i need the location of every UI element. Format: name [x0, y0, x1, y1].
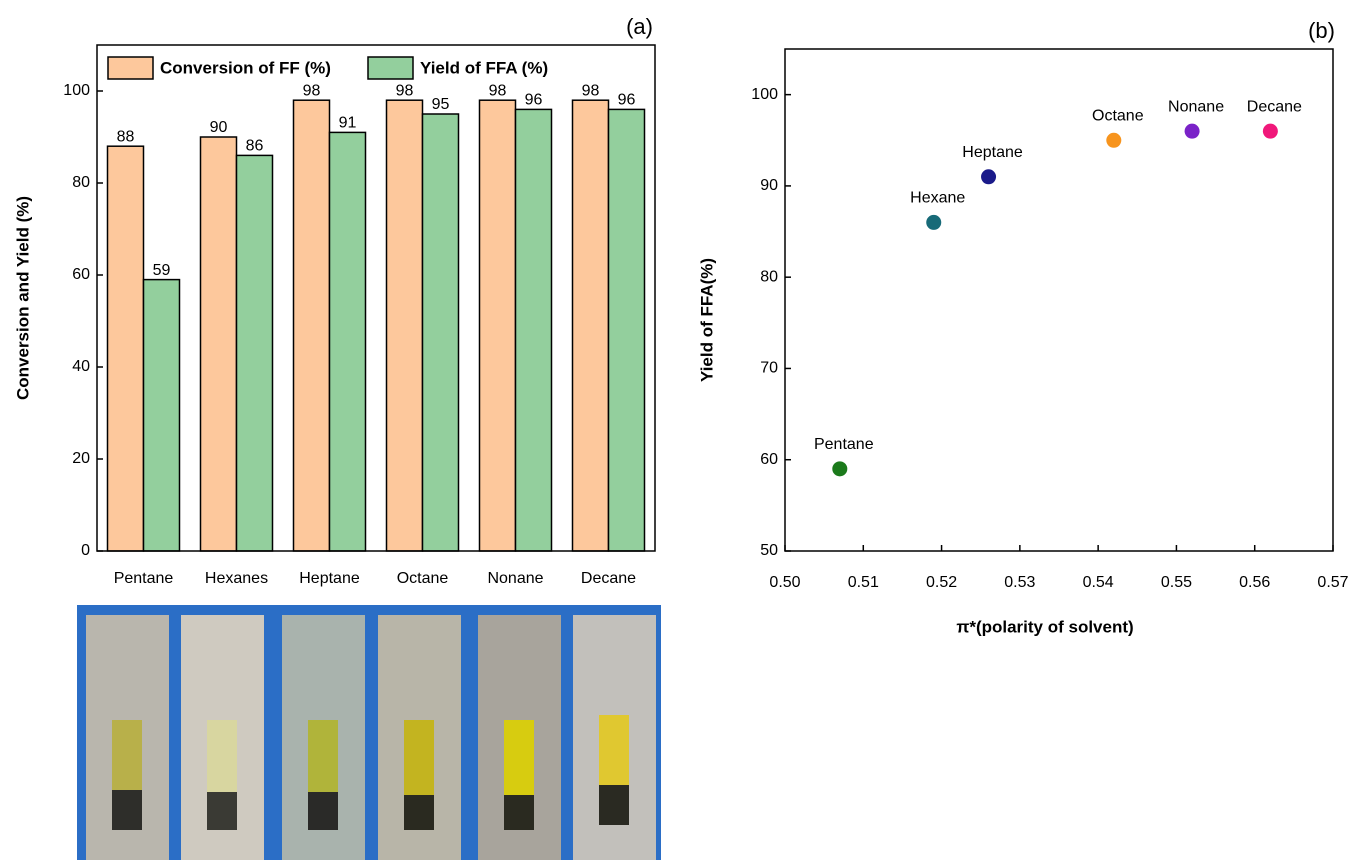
value-label: 96 — [525, 92, 543, 109]
point — [1106, 132, 1122, 148]
panel-label: (a) — [626, 14, 653, 39]
y-axis-label: Conversion and Yield (%) — [13, 196, 32, 400]
value-label: 98 — [396, 82, 414, 99]
cylinder — [404, 795, 434, 830]
x-tick-label: 0.50 — [769, 574, 800, 591]
plot-frame — [784, 48, 1334, 552]
x-tick-label: Hexanes — [205, 570, 268, 587]
y-axis-label: Yield of FFA(%) — [697, 258, 716, 382]
x-tick-label: Octane — [397, 570, 449, 587]
legend-swatch — [107, 56, 154, 80]
y-tick-label: 60 — [760, 451, 778, 468]
bar — [607, 108, 646, 552]
x-tick-label: Heptane — [299, 570, 360, 587]
y-tick-label: 100 — [751, 86, 778, 103]
cylinder — [504, 795, 534, 830]
cylinder — [599, 785, 629, 825]
bar — [199, 136, 238, 552]
x-tick-label: 0.54 — [1083, 574, 1114, 591]
value-label: 95 — [432, 96, 450, 113]
x-tick-label: 0.56 — [1239, 574, 1270, 591]
point-label: Decane — [1247, 98, 1302, 115]
plot-frame — [96, 44, 656, 552]
legend-label: Conversion of FF (%) — [160, 58, 331, 77]
value-label: 91 — [339, 115, 357, 132]
photo-strip — [77, 605, 661, 860]
value-label: 88 — [117, 128, 135, 145]
x-tick-label: 0.57 — [1317, 574, 1348, 591]
y-tick-label: 20 — [72, 450, 90, 467]
y-tick-label: 40 — [72, 358, 90, 375]
point — [1184, 123, 1200, 139]
x-tick-label: 0.51 — [848, 574, 879, 591]
legend-label: Yield of FFA (%) — [420, 58, 548, 77]
x-tick-label: Nonane — [487, 570, 543, 587]
point-label: Pentane — [814, 436, 874, 453]
bar — [421, 113, 460, 552]
x-tick-label: 0.53 — [1004, 574, 1035, 591]
value-label: 98 — [582, 82, 600, 99]
bar — [106, 145, 145, 552]
cylinder — [308, 792, 338, 830]
value-label: 98 — [489, 82, 507, 99]
point-label: Octane — [1092, 107, 1144, 124]
bar — [142, 278, 181, 552]
x-axis-label: π*(polarity of solvent) — [956, 617, 1133, 636]
point — [981, 169, 997, 185]
bar — [478, 99, 517, 552]
y-tick-label: 90 — [760, 177, 778, 194]
x-tick-label: 0.52 — [926, 574, 957, 591]
bar — [385, 99, 424, 552]
x-tick-label: 0.55 — [1161, 574, 1192, 591]
value-label: 86 — [246, 138, 264, 155]
bar — [292, 99, 331, 552]
cylinder — [112, 790, 142, 830]
x-tick-label: Decane — [581, 570, 636, 587]
y-tick-label: 80 — [72, 174, 90, 191]
y-tick-label: 50 — [760, 542, 778, 559]
y-tick-label: 60 — [72, 266, 90, 283]
photo-frame — [77, 605, 661, 860]
value-label: 96 — [618, 92, 636, 109]
panel-label: (b) — [1308, 18, 1335, 43]
y-tick-label: 0 — [81, 542, 90, 559]
cylinder — [207, 792, 237, 830]
value-label: 59 — [153, 262, 171, 279]
bar — [328, 131, 367, 552]
point — [832, 461, 848, 477]
bar — [571, 99, 610, 552]
bar — [235, 154, 274, 552]
bar — [514, 108, 553, 552]
point-label: Nonane — [1168, 98, 1224, 115]
y-tick-label: 70 — [760, 360, 778, 377]
legend-swatch — [367, 56, 414, 80]
point — [1262, 123, 1278, 139]
point-label: Heptane — [962, 144, 1023, 161]
value-label: 98 — [303, 82, 321, 99]
y-tick-label: 100 — [63, 82, 90, 99]
point-label: Hexane — [910, 190, 965, 207]
y-tick-label: 80 — [760, 268, 778, 285]
value-label: 90 — [210, 119, 228, 136]
point — [926, 214, 942, 230]
x-tick-label: Pentane — [114, 570, 174, 587]
